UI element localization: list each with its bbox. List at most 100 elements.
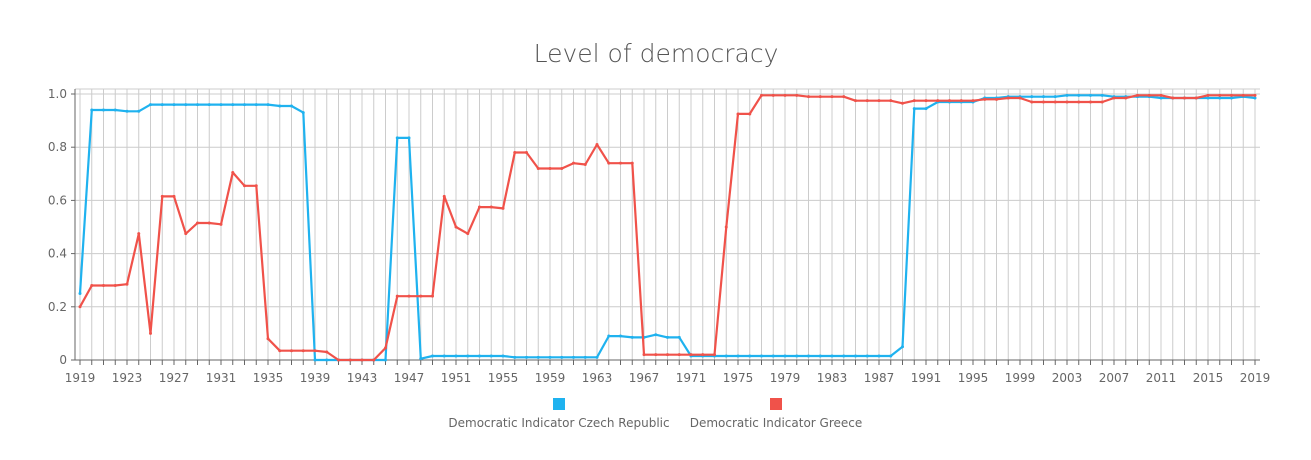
data-point (419, 294, 423, 298)
data-point (818, 95, 822, 99)
data-point (1100, 100, 1104, 104)
data-point (736, 354, 740, 358)
data-point (489, 354, 493, 358)
data-point (1253, 96, 1257, 100)
data-point (525, 355, 528, 359)
data-point (619, 334, 622, 338)
data-point (548, 355, 552, 359)
x-tick-label: 1971 (676, 371, 707, 385)
legend-label[interactable]: Democratic Indicator Czech Republic (448, 416, 669, 430)
data-point (160, 103, 164, 107)
x-tick-label: 2007 (1099, 371, 1130, 385)
data-point (642, 353, 646, 357)
data-point (583, 355, 587, 359)
data-point (442, 354, 446, 358)
data-point (842, 95, 846, 99)
data-point (466, 232, 470, 236)
x-tick-label: 1943 (347, 371, 378, 385)
data-point (243, 184, 246, 188)
data-point (983, 97, 987, 101)
data-point (149, 331, 152, 335)
series-czech-republic (78, 93, 1257, 362)
data-point (536, 355, 540, 359)
data-point (301, 111, 305, 115)
data-point (1206, 96, 1210, 100)
data-point (454, 354, 458, 358)
data-point (1053, 95, 1057, 99)
x-tick-label: 1935 (253, 371, 284, 385)
data-point (654, 353, 658, 357)
x-tick-label: 2011 (1146, 371, 1177, 385)
data-point (243, 103, 246, 107)
x-tick-label: 1923 (112, 371, 143, 385)
data-point (113, 284, 117, 288)
series-layer (78, 93, 1257, 362)
data-point (736, 112, 740, 116)
data-point (560, 355, 564, 359)
data-point (90, 108, 94, 112)
data-point (149, 103, 152, 107)
data-point (783, 93, 787, 97)
data-point (971, 99, 975, 103)
data-point (348, 358, 352, 362)
data-point (936, 99, 940, 103)
data-point (748, 354, 752, 358)
legend-swatch[interactable] (770, 398, 782, 410)
data-point (818, 354, 822, 358)
data-point (395, 294, 399, 298)
data-point (372, 358, 376, 362)
grid (75, 88, 1260, 361)
data-point (125, 109, 129, 113)
data-point (1218, 96, 1222, 100)
data-point (137, 232, 141, 236)
data-point (536, 166, 540, 170)
data-point (795, 354, 799, 358)
data-point (595, 143, 599, 147)
data-point (607, 161, 611, 165)
data-point (1065, 93, 1069, 97)
data-point (666, 353, 669, 357)
data-point (666, 335, 669, 339)
data-point (1159, 93, 1163, 97)
series-greece (78, 93, 1257, 362)
data-point (207, 221, 211, 225)
data-point (854, 99, 857, 103)
y-tick-label: 0.6 (48, 193, 67, 207)
data-point (1018, 96, 1022, 100)
data-point (689, 353, 693, 357)
x-tick-label: 1963 (582, 371, 613, 385)
x-tick-label: 2019 (1240, 371, 1271, 385)
y-tick-label: 0 (59, 353, 67, 367)
data-point (1206, 93, 1210, 97)
data-point (630, 161, 634, 165)
legend[interactable]: Democratic Indicator Czech Republic Democ… (448, 398, 862, 430)
data-point (290, 104, 293, 108)
data-point (830, 95, 834, 99)
data-point (1100, 93, 1104, 97)
data-point (724, 354, 728, 358)
data-point (313, 349, 317, 353)
data-point (760, 354, 763, 358)
data-point (1065, 100, 1069, 104)
data-point (619, 161, 622, 165)
data-point (677, 353, 681, 357)
data-point (724, 225, 728, 229)
legend-swatch[interactable] (553, 398, 565, 410)
data-point (560, 166, 564, 170)
data-point (901, 101, 904, 105)
x-tick-label: 1959 (535, 371, 566, 385)
data-point (278, 104, 282, 108)
data-point (771, 93, 775, 97)
data-point (525, 151, 528, 155)
data-point (325, 350, 329, 354)
data-point (313, 358, 317, 362)
data-point (478, 205, 481, 209)
data-point (607, 334, 611, 338)
data-point (959, 99, 963, 103)
data-point (1042, 95, 1045, 99)
data-point (1077, 100, 1081, 104)
data-point (701, 353, 705, 357)
legend-label[interactable]: Democratic Indicator Greece (690, 416, 863, 430)
data-point (713, 353, 716, 357)
